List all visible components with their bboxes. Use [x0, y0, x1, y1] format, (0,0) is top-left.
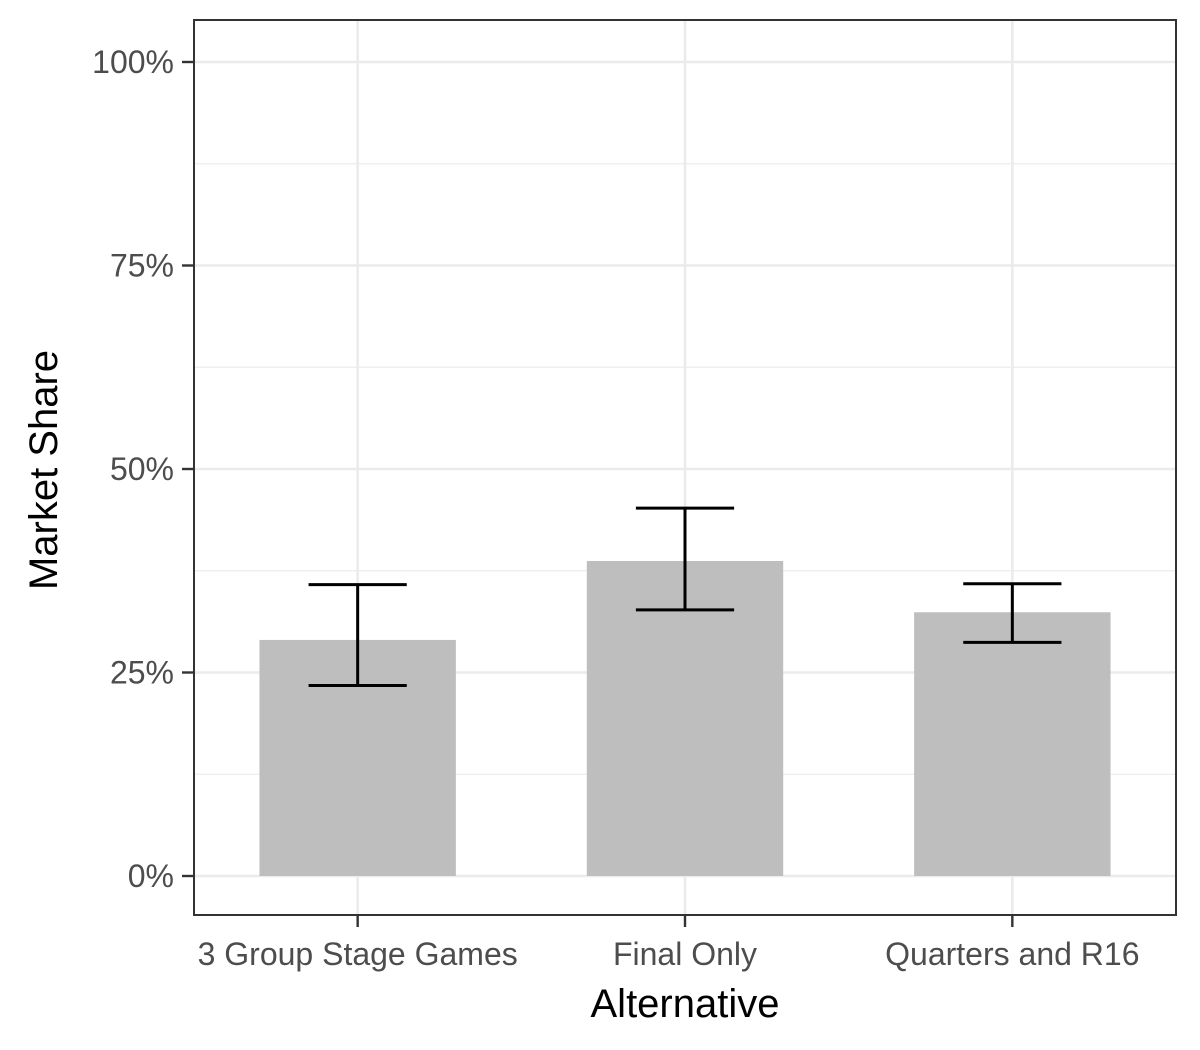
y-tick-label: 25%	[110, 655, 174, 691]
y-tick-label: 50%	[110, 451, 174, 487]
x-tick-labels: 3 Group Stage Games Final Only Quarters an…	[198, 936, 1140, 972]
x-tick-label: Final Only	[613, 936, 757, 972]
x-axis-title: Alternative	[591, 982, 780, 1026]
bar	[914, 612, 1111, 876]
y-tick-label: 75%	[110, 248, 174, 284]
error-bars	[308, 506, 1062, 688]
x-tick-label: Quarters and R16	[885, 936, 1139, 972]
axis-ticks	[182, 60, 1014, 927]
bar	[586, 560, 784, 876]
x-tick-label: 3 Group Stage Games	[198, 936, 518, 972]
y-tick-label: 0%	[128, 858, 174, 894]
y-tick-labels: 0% 25% 50% 75% 100%	[92, 44, 174, 894]
error-bar	[963, 582, 1062, 644]
y-axis-title: Market Share	[22, 350, 66, 590]
error-bar	[308, 583, 407, 688]
error-bar	[635, 506, 735, 612]
bars	[259, 560, 1111, 876]
y-tick-label: 100%	[92, 44, 174, 80]
